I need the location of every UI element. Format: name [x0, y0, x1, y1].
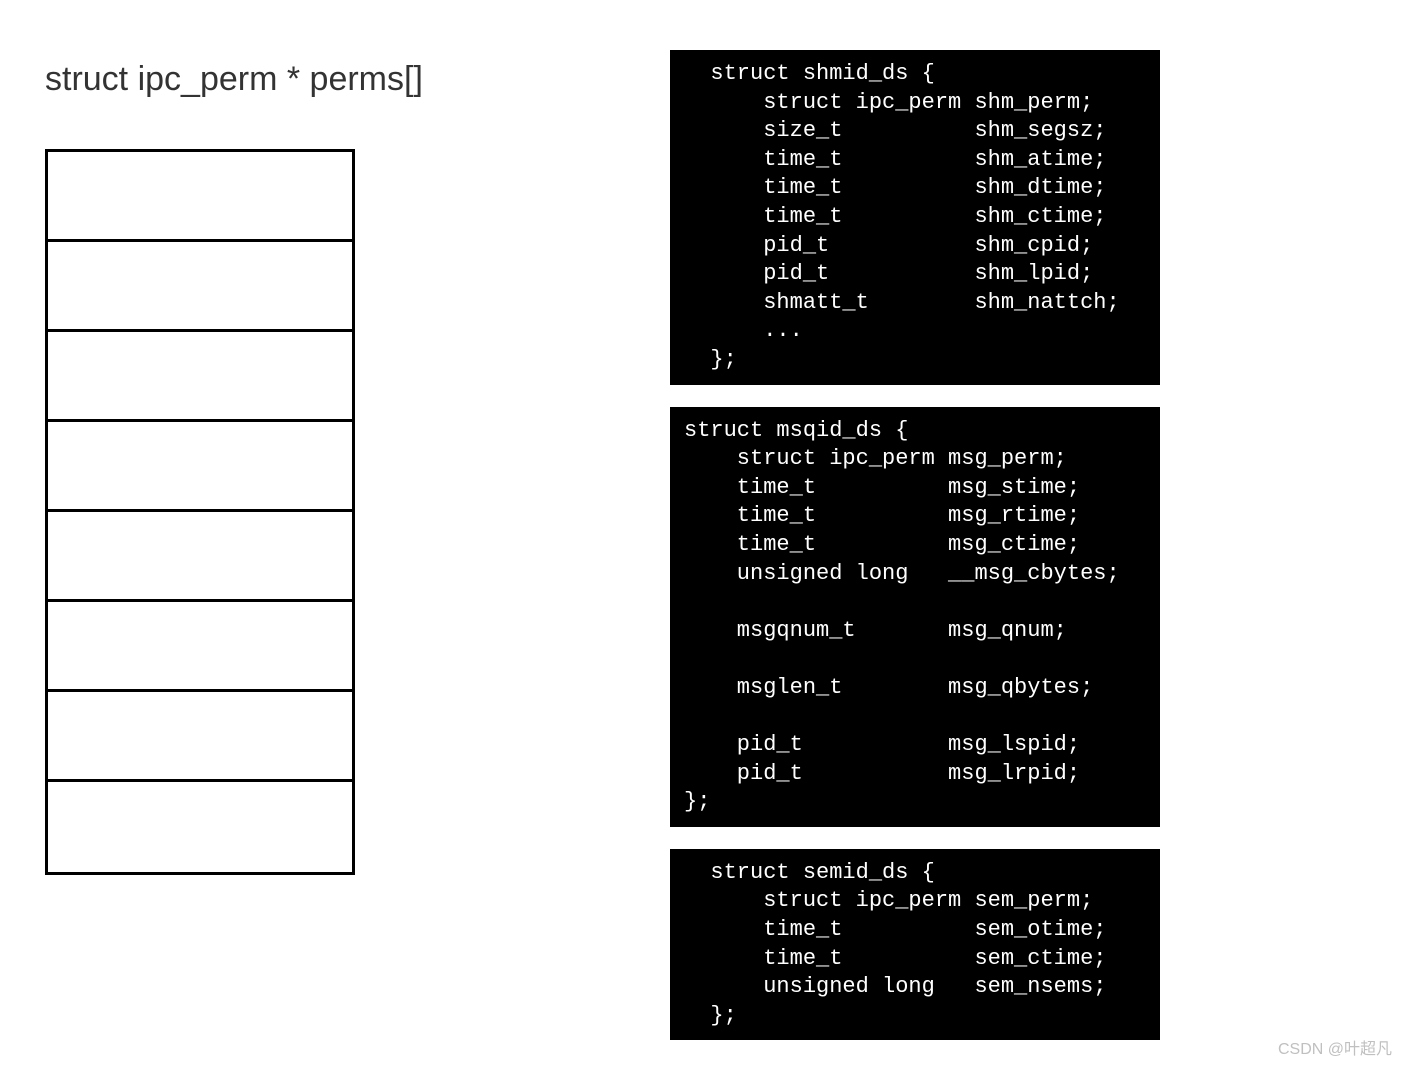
- array-cell: [48, 782, 352, 872]
- perms-array: [45, 149, 355, 875]
- page-title: struct ipc_perm * perms[]: [45, 60, 545, 99]
- code-block-semid-ds: struct semid_ds { struct ipc_perm sem_pe…: [670, 849, 1160, 1041]
- array-cell: [48, 242, 352, 332]
- watermark: CSDN @叶超凡: [1278, 1035, 1392, 1059]
- array-cell: [48, 692, 352, 782]
- code-block-shmid-ds: struct shmid_ds { struct ipc_perm shm_pe…: [670, 50, 1160, 385]
- array-cell: [48, 602, 352, 692]
- array-cell: [48, 152, 352, 242]
- array-cell: [48, 422, 352, 512]
- left-column: struct ipc_perm * perms[]: [45, 60, 545, 875]
- array-cell: [48, 512, 352, 602]
- right-column: struct shmid_ds { struct ipc_perm shm_pe…: [670, 50, 1160, 1062]
- array-cell: [48, 332, 352, 422]
- code-block-msqid-ds: struct msqid_ds { struct ipc_perm msg_pe…: [670, 407, 1160, 827]
